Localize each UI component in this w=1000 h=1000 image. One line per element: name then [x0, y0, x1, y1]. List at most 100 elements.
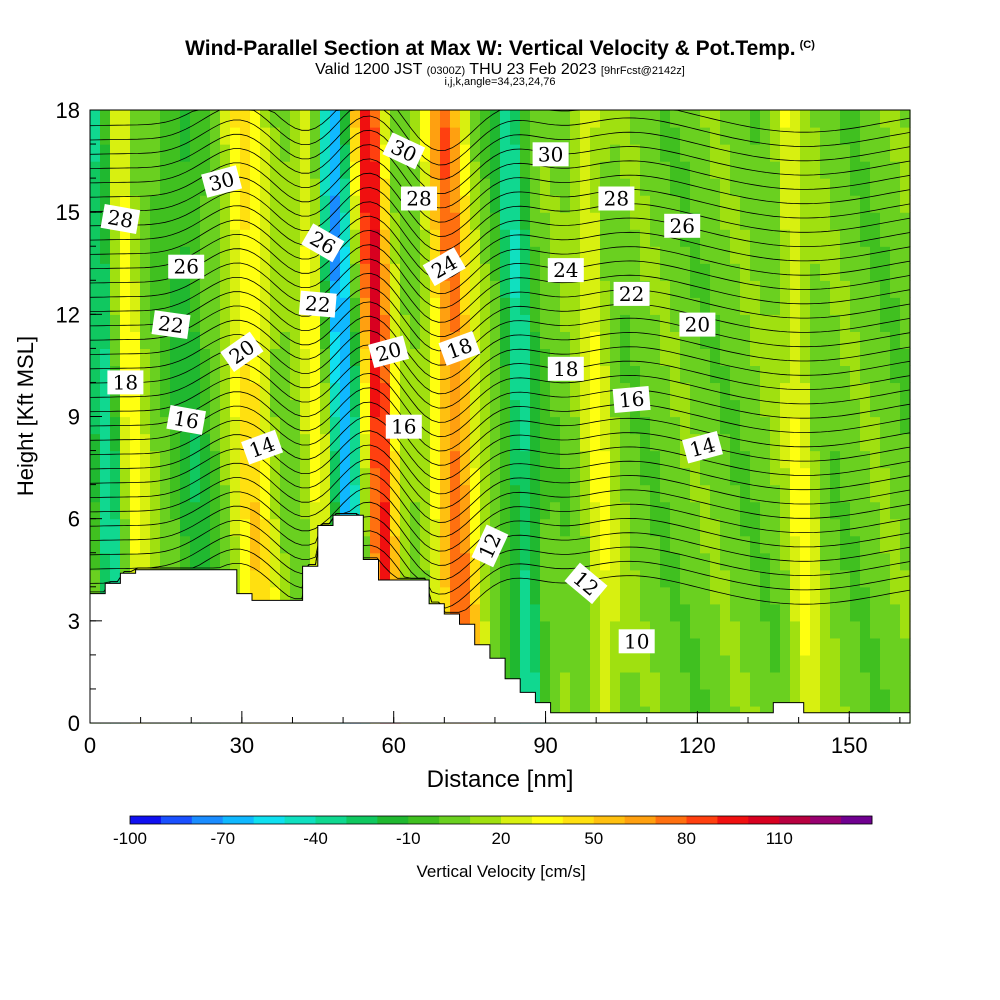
- velocity-cell: [120, 501, 131, 520]
- velocity-cell: [150, 297, 161, 315]
- velocity-cell: [680, 331, 691, 349]
- velocity-cell: [560, 671, 571, 690]
- velocity-cell: [550, 501, 561, 520]
- velocity-cell: [370, 484, 381, 503]
- velocity-cell: [900, 127, 911, 145]
- velocity-cell: [110, 195, 121, 213]
- velocity-cell: [440, 331, 451, 349]
- velocity-cell: [850, 416, 861, 435]
- velocity-cell: [220, 416, 231, 435]
- x-tick-label: 150: [831, 733, 868, 758]
- velocity-cell: [640, 365, 651, 384]
- velocity-cell: [540, 586, 551, 605]
- velocity-cell: [730, 654, 741, 673]
- velocity-cell: [770, 620, 781, 639]
- velocity-cell: [490, 246, 501, 264]
- velocity-cell: [290, 127, 301, 145]
- velocity-cell: [660, 297, 671, 315]
- velocity-cell: [850, 637, 861, 656]
- colorbar-swatch: [160, 816, 193, 824]
- velocity-cell: [500, 297, 511, 315]
- velocity-cell: [620, 535, 631, 554]
- velocity-cell: [260, 484, 271, 503]
- x-tick-label: 30: [230, 733, 254, 758]
- velocity-cell: [820, 178, 831, 196]
- velocity-cell: [130, 195, 141, 213]
- velocity-cell: [700, 450, 711, 469]
- velocity-cell: [270, 331, 281, 349]
- velocity-cell: [710, 178, 721, 196]
- velocity-cell: [640, 331, 651, 349]
- velocity-cell: [760, 365, 771, 384]
- velocity-cell: [350, 399, 361, 418]
- velocity-cell: [800, 314, 811, 332]
- velocity-cell: [690, 671, 701, 690]
- velocity-cell: [440, 433, 451, 452]
- velocity-cell: [620, 212, 631, 230]
- velocity-cell: [360, 127, 371, 145]
- velocity-cell: [720, 246, 731, 264]
- velocity-cell: [530, 501, 541, 520]
- velocity-cell: [660, 144, 671, 162]
- velocity-cell: [290, 331, 301, 349]
- velocity-cell: [820, 518, 831, 537]
- velocity-cell: [830, 246, 841, 264]
- velocity-cell: [490, 263, 501, 281]
- velocity-cell: [750, 467, 761, 486]
- velocity-cell: [310, 450, 321, 469]
- velocity-cell: [550, 637, 561, 656]
- velocity-cell: [630, 671, 641, 690]
- velocity-cell: [760, 399, 771, 418]
- velocity-cell: [130, 314, 141, 332]
- velocity-cell: [580, 297, 591, 315]
- velocity-cell: [540, 161, 551, 179]
- velocity-cell: [90, 365, 101, 384]
- velocity-cell: [880, 365, 891, 384]
- velocity-cell: [290, 450, 301, 469]
- svg-text:16: 16: [618, 386, 645, 412]
- velocity-cell: [860, 552, 871, 571]
- velocity-cell: [580, 382, 591, 401]
- velocity-cell: [210, 501, 221, 520]
- velocity-cell: [620, 263, 631, 281]
- velocity-cell: [740, 365, 751, 384]
- velocity-cell: [740, 467, 751, 486]
- velocity-cell: [540, 212, 551, 230]
- velocity-cell: [680, 280, 691, 298]
- velocity-cell: [440, 127, 451, 145]
- velocity-cell: [870, 331, 881, 349]
- velocity-cell: [900, 416, 911, 435]
- velocity-cell: [780, 433, 791, 452]
- velocity-cell: [660, 484, 671, 503]
- velocity-cell: [670, 688, 681, 707]
- velocity-cell: [610, 603, 621, 622]
- theta-contour-line: [89, 272, 911, 338]
- theta-label: 26: [664, 213, 701, 238]
- velocity-cell: [290, 178, 301, 196]
- velocity-cell: [90, 144, 101, 162]
- velocity-cell: [850, 501, 861, 520]
- velocity-cell: [270, 535, 281, 554]
- velocity-cell: [690, 348, 701, 367]
- velocity-cell: [610, 297, 621, 315]
- velocity-cell: [900, 620, 911, 639]
- velocity-cell: [150, 433, 161, 452]
- velocity-cell: [270, 467, 281, 486]
- velocity-cell: [700, 688, 711, 707]
- velocity-cell: [300, 382, 311, 401]
- velocity-cell: [270, 365, 281, 384]
- theta-label: 26: [168, 254, 205, 279]
- velocity-cell: [480, 586, 491, 605]
- velocity-cell: [700, 416, 711, 435]
- velocity-cell: [680, 161, 691, 179]
- velocity-cell: [390, 195, 401, 213]
- velocity-cell: [800, 620, 811, 639]
- velocity-cell: [410, 297, 421, 315]
- velocity-cell: [570, 433, 581, 452]
- velocity-cell: [670, 382, 681, 401]
- velocity-cell: [870, 416, 881, 435]
- velocity-cell: [770, 229, 781, 247]
- velocity-cell: [590, 365, 601, 384]
- velocity-cell: [640, 433, 651, 452]
- velocity-cell: [640, 178, 651, 196]
